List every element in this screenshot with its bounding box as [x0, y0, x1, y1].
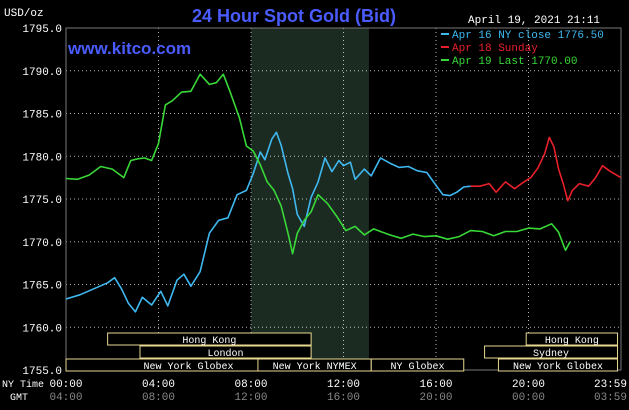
session-bar — [370, 358, 465, 372]
session-bar — [484, 345, 619, 359]
x-tick-ny: 08:00 — [234, 379, 267, 391]
session-label: Hong Kong — [545, 336, 599, 347]
x-tick-ny: 23:59 — [594, 379, 627, 391]
x-tick-gmt: 03:59 — [594, 392, 627, 404]
x-tick-ny: 20:00 — [512, 379, 545, 391]
x-tick-ny: 16:00 — [419, 379, 452, 391]
chart-title: 24 Hour Spot Gold (Bid) — [192, 6, 396, 26]
session-label: Sydney — [533, 348, 569, 360]
session-bar — [497, 358, 619, 372]
legend-entry: Apr 19 Last 1770.00 — [452, 56, 577, 68]
session-label: New York Globex — [513, 361, 603, 373]
x-tick-gmt: 00:00 — [512, 392, 545, 404]
y-unit-label: USD/oz — [4, 8, 44, 20]
series-line-1 — [470, 136, 622, 202]
session-bar — [525, 332, 619, 346]
series-line-2 — [65, 73, 571, 255]
y-tick-label: 1770.0 — [22, 238, 62, 250]
session-label: New York NYMEX — [273, 361, 357, 373]
x-tick-gmt: 20:00 — [419, 392, 452, 404]
y-tick-label: 1780.0 — [22, 152, 62, 164]
x-tick-ny: 04:00 — [142, 379, 175, 391]
session-label: Hong Kong — [182, 336, 236, 347]
x-tick-gmt: 08:00 — [142, 392, 175, 404]
session-bar — [139, 345, 312, 359]
y-tick-label: 1765.0 — [22, 281, 62, 293]
x-tick-ny: 00:00 — [49, 379, 82, 391]
timestamp: April 19, 2021 21:11 — [468, 15, 600, 27]
x-tick-ny: 12:00 — [327, 379, 360, 391]
legend-entry: Apr 16 NY close 1776.50 — [452, 30, 604, 42]
session-label: New York Globex — [144, 361, 234, 373]
session-label: London — [208, 348, 244, 360]
legend-entry: Apr 18 Sunday — [452, 43, 538, 55]
y-tick-label: 1790.0 — [22, 67, 62, 79]
y-tick-label: 1775.0 — [22, 195, 62, 207]
x-tick-gmt: 12:00 — [234, 392, 267, 404]
watermark: www.kitco.com — [67, 39, 191, 58]
y-tick-label: 1760.0 — [22, 323, 62, 335]
y-tick-label: 1795.0 — [22, 24, 62, 36]
x-tick-gmt: 04:00 — [49, 392, 82, 404]
session-label: NY Globex — [390, 361, 444, 373]
y-tick-label: 1785.0 — [22, 110, 62, 122]
y-tick-label: 1755.0 — [22, 366, 62, 378]
session-bar — [107, 332, 312, 346]
x-tick-gmt: 16:00 — [327, 392, 360, 404]
ny-time-label: NY Time — [2, 379, 44, 391]
series-line-0 — [65, 131, 471, 313]
gmt-label: GMT — [10, 393, 28, 404]
